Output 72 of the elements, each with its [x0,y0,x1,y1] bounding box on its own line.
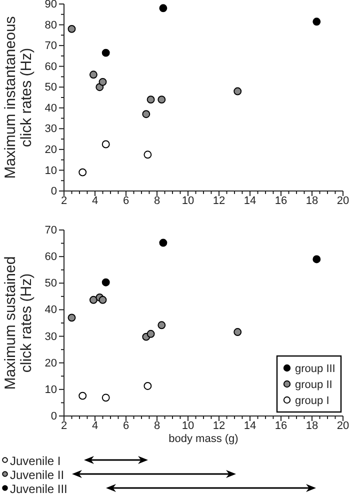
x-tick-label: 4 [92,194,98,207]
point [89,70,98,79]
x-tick-label: 14 [244,420,256,432]
point [234,87,242,96]
x-axis-title: body mass (g) [168,433,238,445]
point [98,296,107,304]
y-axis-title: Maximum instantaneous click rates (Hz) [2,16,35,179]
legend-label: group III [295,363,336,375]
y-tick-label: 0 [50,410,57,423]
point [146,96,155,104]
point [312,18,321,26]
y-tick-label: 60 [44,60,57,73]
point [102,140,110,148]
x-tick-label: 20 [336,420,350,432]
x-tick-label: 18 [306,420,318,432]
x-tick-label: 12 [212,194,226,207]
point [158,96,166,104]
x-tick-label: 2 [60,194,68,207]
y-tick-label: 70 [44,40,57,52]
point [102,394,110,402]
x-tick-label: 2 [60,420,68,432]
x-tick-label: 6 [122,194,130,207]
point [234,328,242,336]
x-tick-label: 18 [306,194,318,207]
x-tick-label: 16 [274,194,288,207]
y-tick-label: 50 [44,82,57,94]
point [68,24,76,33]
legend-label: group I [295,395,330,407]
y-tick-label: 30 [44,123,57,136]
y-tick-label: 70 [44,224,57,237]
y-tick-label: 30 [44,330,57,343]
x-tick-label: 6 [122,420,130,432]
x-tick-label: 12 [212,420,226,432]
y-tick-label: 40 [44,304,57,316]
y-tick-label: 40 [44,102,57,114]
y-tick-label: 50 [44,278,57,290]
point [312,255,321,264]
x-tick-label: 8 [154,420,160,432]
text: Juvenile I [10,454,61,468]
y-tick-label: 10 [44,164,57,177]
y-tick-label: 20 [44,144,57,156]
point [159,238,168,247]
x-tick-label: 10 [182,420,194,432]
legend-label: group II [295,379,332,391]
y-tick-label: 80 [44,19,57,32]
text: Juvenile III [10,482,68,496]
point [102,48,110,57]
y-tick-label: 60 [44,251,57,264]
x-tick-label: 16 [274,420,288,432]
point [98,78,107,86]
x-tick-label: 8 [154,194,160,207]
point [68,314,76,322]
point [144,150,152,159]
point [78,168,87,176]
y-tick-label: 0 [50,186,57,198]
y-tick-label: 90 [44,0,57,11]
y-tick-label: 10 [44,384,57,396]
y-axis-title: Maximum sustained click rates (Hz) [2,256,35,390]
point [146,330,155,338]
point [102,278,110,286]
x-tick-label: 4 [92,420,98,432]
point [142,110,150,118]
point [89,296,98,304]
point [159,4,168,12]
x-tick-label: 10 [182,194,194,207]
point [158,321,166,330]
text: Juvenile II [10,468,64,482]
y-tick-label: 20 [44,357,57,370]
point [78,392,87,400]
x-tick-label: 14 [244,194,256,207]
point [144,382,152,390]
x-tick-label: 20 [336,194,350,207]
